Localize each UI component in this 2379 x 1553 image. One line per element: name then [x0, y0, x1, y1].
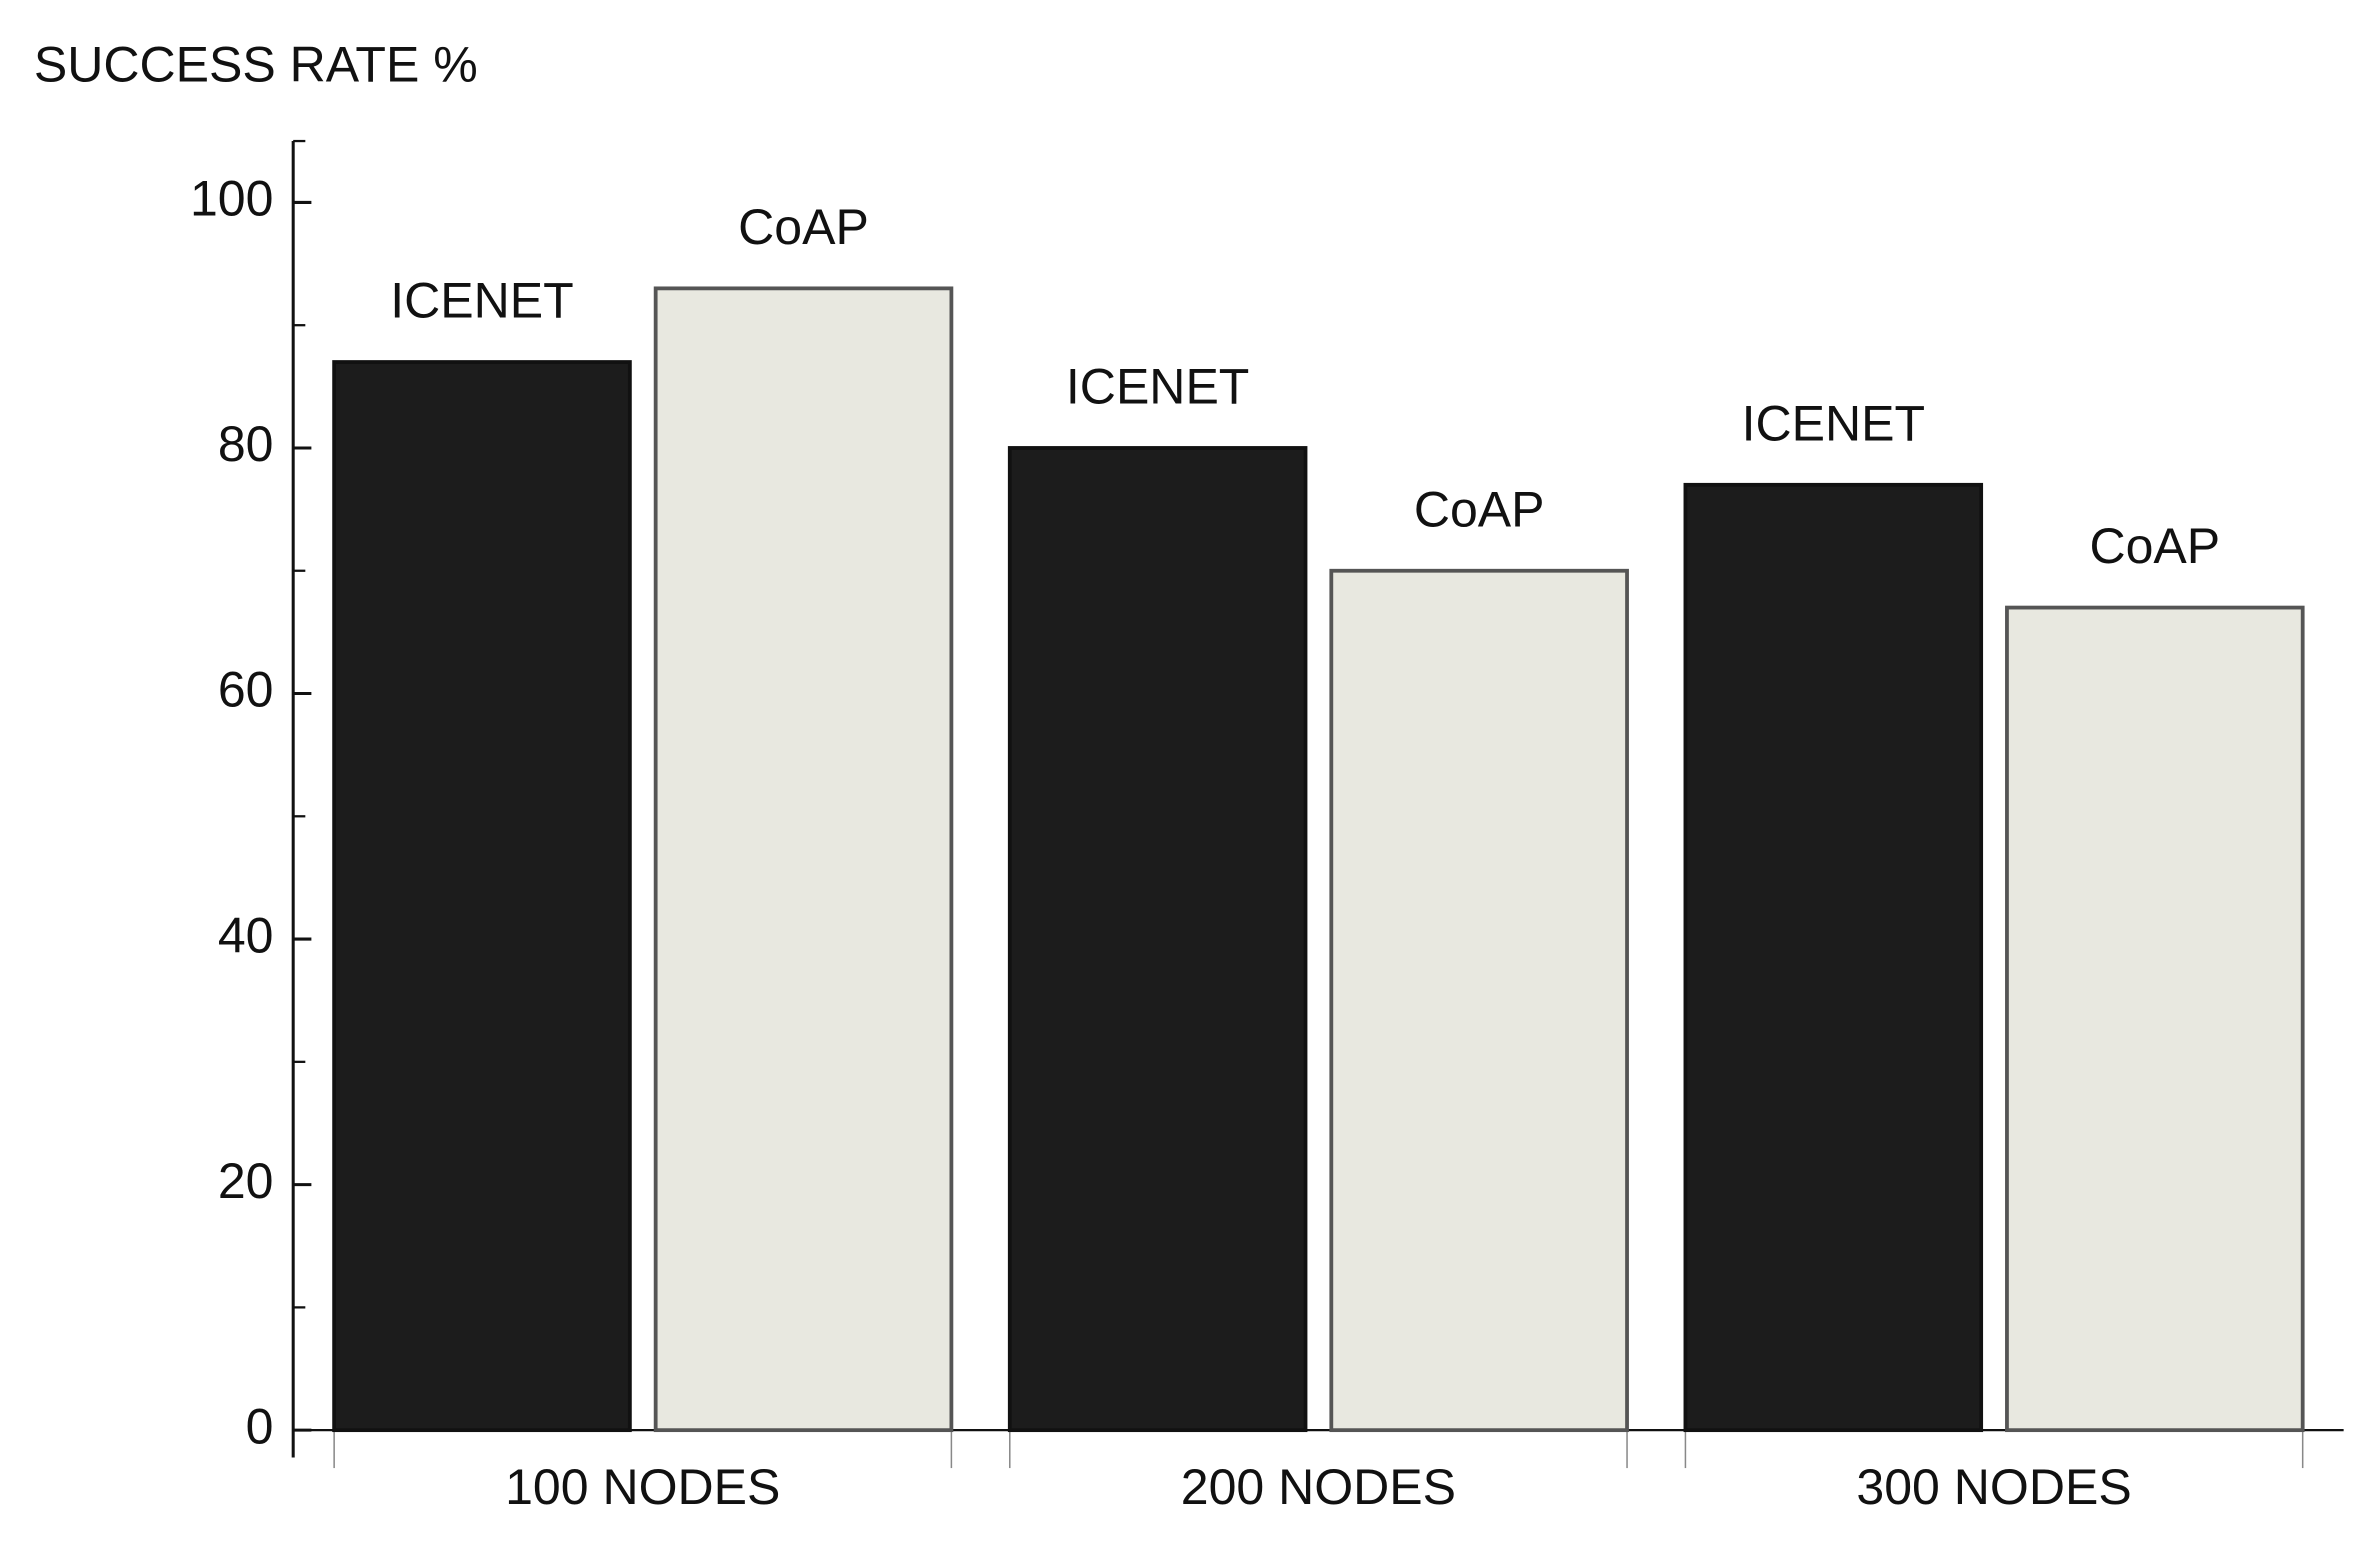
- bar-series-label: CoAP: [1414, 481, 1545, 537]
- y-tick-label: 40: [218, 907, 274, 963]
- y-tick-label: 60: [218, 662, 274, 718]
- bar: [1007, 446, 1308, 1433]
- x-tick-label: 200 NODES: [1181, 1459, 1456, 1515]
- y-tick-label: 80: [218, 416, 274, 472]
- bar-series-label: CoAP: [738, 199, 869, 255]
- bar-series-label: ICENET: [1742, 395, 1925, 451]
- bar-series-label: ICENET: [1066, 359, 1249, 415]
- bar: [2005, 605, 2305, 1433]
- y-tick-label: 0: [246, 1398, 274, 1454]
- y-tick-label: 100: [190, 171, 273, 227]
- bar-series-label: CoAP: [2089, 518, 2220, 574]
- y-axis-title: SUCCESS RATE %: [34, 36, 478, 92]
- x-tick-label: 100 NODES: [505, 1459, 780, 1515]
- x-tick-label: 300 NODES: [1856, 1459, 2131, 1515]
- y-tick-label: 20: [218, 1153, 274, 1209]
- bar: [332, 360, 632, 1433]
- bar: [1683, 482, 1984, 1433]
- bar-series-label: ICENET: [390, 273, 573, 329]
- bar: [653, 286, 954, 1433]
- bar: [1329, 568, 1629, 1433]
